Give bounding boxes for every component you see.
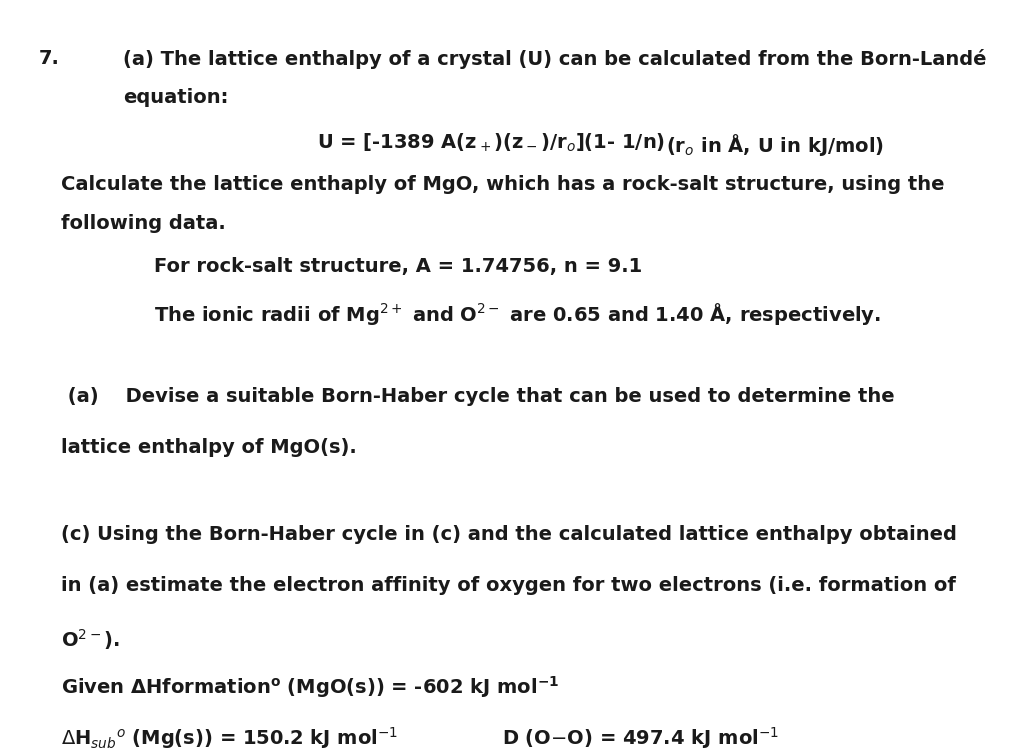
- Text: Calculate the lattice enthaply of MgO, which has a rock-salt structure, using th: Calculate the lattice enthaply of MgO, w…: [61, 175, 945, 194]
- Text: For rock-salt structure, A = 1.74756, n = 9.1: For rock-salt structure, A = 1.74756, n …: [154, 258, 642, 277]
- Text: Given $\mathbf{\Delta}$Hformation$^\mathbf{o}$ (MgO(s)) = -602 kJ mol$^{\mathbf{: Given $\mathbf{\Delta}$Hformation$^\math…: [61, 674, 560, 700]
- Text: (c) Using the Born-Haber cycle in (c) and the calculated lattice enthalpy obtain: (c) Using the Born-Haber cycle in (c) an…: [61, 525, 957, 544]
- Text: The ionic radii of Mg$^{2+}$ and O$^{2-}$ are 0.65 and 1.40 Å, respectively.: The ionic radii of Mg$^{2+}$ and O$^{2-}…: [154, 301, 881, 327]
- Text: 7.: 7.: [39, 49, 59, 68]
- Text: $\Delta$H$_{sub}$$^o$ (Mg(s)) = 150.2 kJ mol$^{-1}$: $\Delta$H$_{sub}$$^o$ (Mg(s)) = 150.2 kJ…: [61, 725, 398, 751]
- Text: equation:: equation:: [123, 88, 228, 107]
- Text: following data.: following data.: [61, 214, 226, 234]
- Text: D (O$-$O) = 497.4 kJ mol$^{-1}$: D (O$-$O) = 497.4 kJ mol$^{-1}$: [502, 725, 779, 751]
- Text: O$^{2-}$).: O$^{2-}$).: [61, 627, 121, 652]
- Text: lattice enthalpy of MgO(s).: lattice enthalpy of MgO(s).: [61, 438, 357, 457]
- Text: (a)    Devise a suitable Born-Haber cycle that can be used to determine the: (a) Devise a suitable Born-Haber cycle t…: [61, 387, 895, 406]
- Text: (a) The lattice enthalpy of a crystal (U) can be calculated from the Born-Landé: (a) The lattice enthalpy of a crystal (U…: [123, 49, 986, 69]
- Text: (r$_o$ in Å, U in kJ/mol): (r$_o$ in Å, U in kJ/mol): [666, 132, 884, 158]
- Text: U = [-1389 A(z$_+$)(z$_-$)/r$_o$](1- 1/n): U = [-1389 A(z$_+$)(z$_-$)/r$_o$](1- 1/n…: [317, 132, 666, 154]
- Text: in (a) estimate the electron affinity of oxygen for two electrons (i.e. formatio: in (a) estimate the electron affinity of…: [61, 576, 956, 595]
